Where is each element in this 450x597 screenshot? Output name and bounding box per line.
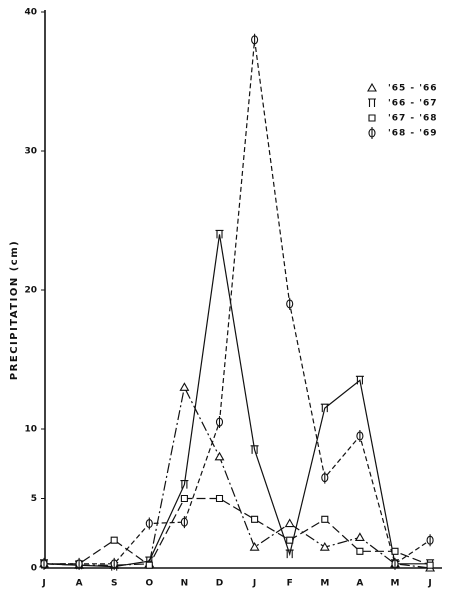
point-marker [321,471,329,484]
x-tick-label: A [356,579,363,589]
point-marker [251,33,259,46]
y-tick-label: 20 [24,286,37,296]
point-marker [391,547,399,555]
x-tick-label: A [76,579,83,589]
y-axis-label: PRECIPITATION (cm) [9,240,20,380]
series-line [43,234,431,568]
x-tick-label: F [287,579,293,589]
point-marker [110,557,118,570]
point-marker [180,480,189,489]
legend-marker [368,127,376,139]
x-tick-label: J [41,579,45,589]
legend-label: '67 - '68 [388,114,438,124]
y-tick-label: 10 [24,425,37,435]
point-marker [426,561,434,569]
point-marker [215,494,224,503]
legend-label: '65 - '66 [388,84,438,94]
x-tick-label: D [216,579,223,589]
point-marker [145,517,153,530]
legend-marker [368,98,376,107]
point-marker [180,494,188,503]
point-marker [284,518,295,528]
y-tick-label: 0 [31,564,37,574]
legend-label: '68 - '69 [388,129,438,139]
point-marker [40,557,48,570]
point-marker [426,534,434,547]
legend-marker [368,114,376,122]
point-marker [179,382,190,391]
x-tick-label: S [111,579,117,589]
legend-label: '66 - '67 [388,99,438,109]
point-marker [320,403,329,413]
x-tick-label: M [391,579,400,589]
point-marker [286,536,294,544]
point-marker [285,549,294,559]
series-line [43,385,431,569]
point-marker [356,547,364,555]
legend-marker [367,82,377,92]
point-marker [354,532,365,541]
series-line [44,497,431,567]
x-tick-label: J [427,579,431,589]
point-marker [215,416,224,429]
point-marker [286,297,294,310]
point-marker [214,451,225,461]
point-marker [215,229,224,239]
point-marker [355,375,364,385]
y-tick-label: 5 [31,494,37,504]
x-tick-label: O [145,579,153,589]
y-tick-label: 40 [24,8,37,18]
point-marker [180,516,188,529]
point-marker [75,557,83,570]
point-marker [251,515,259,523]
x-tick-label: M [320,579,329,589]
point-marker [321,515,329,523]
point-marker [319,542,330,551]
point-marker [145,561,153,569]
y-tick-label: 30 [24,147,37,157]
point-marker [391,557,399,570]
point-marker [110,536,118,544]
x-tick-label: N [181,579,189,589]
point-marker [250,445,259,454]
point-marker [356,429,364,442]
series-line [44,39,431,565]
point-marker [249,542,260,551]
x-tick-label: J [252,579,256,589]
